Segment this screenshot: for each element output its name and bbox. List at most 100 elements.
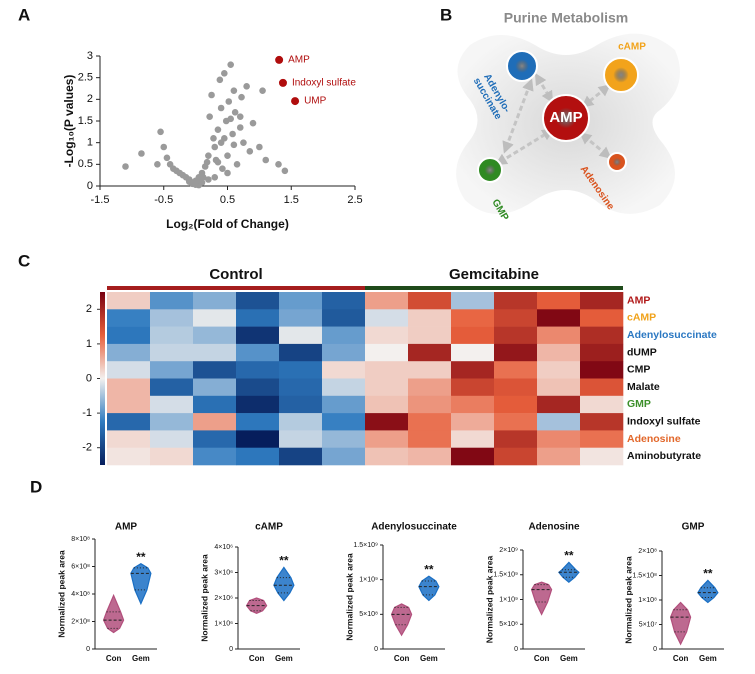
- heat-cell: [322, 343, 366, 362]
- group-bar: [365, 286, 623, 290]
- point: [231, 109, 239, 116]
- y-tick-label: 0: [653, 646, 657, 653]
- point: [236, 113, 244, 120]
- significance: **: [136, 550, 146, 564]
- heat-cell: [494, 430, 538, 448]
- heat-cell: [279, 343, 323, 362]
- point: [195, 174, 203, 181]
- heat-cell: [537, 292, 581, 310]
- y-tick-label: 1×10⁶: [214, 620, 233, 627]
- point: [246, 148, 254, 155]
- heat-cell: [580, 378, 624, 397]
- point: [211, 143, 219, 151]
- panel-label: A: [18, 5, 30, 24]
- heat-cell: [537, 361, 581, 379]
- heat-cell: [236, 395, 280, 414]
- heat-cell: [322, 326, 366, 345]
- heat-cell: [322, 395, 366, 414]
- heat-cell: [193, 395, 237, 414]
- point: [214, 158, 222, 166]
- heat-cell: [580, 326, 624, 345]
- y-tick-label: 0: [514, 646, 518, 653]
- y-tick-label: 2×10⁹: [499, 547, 518, 554]
- point: [122, 163, 129, 170]
- heat-cell: [322, 361, 366, 379]
- row-label: CMP: [627, 364, 650, 376]
- heat-cell: [193, 361, 237, 379]
- heat-cell: [150, 447, 194, 466]
- heat-cell: [494, 343, 538, 362]
- heat-cell: [494, 292, 538, 310]
- colorbar-label: 0: [86, 372, 92, 384]
- node: [542, 94, 590, 142]
- heat-cell: [107, 343, 151, 362]
- point: [230, 87, 238, 94]
- point: [240, 139, 247, 146]
- x-tick-label: 0.5: [220, 194, 235, 206]
- heat-cell: [193, 378, 237, 397]
- violin: [418, 575, 440, 602]
- heat-cell: [236, 326, 280, 345]
- heat-cell: [322, 309, 366, 327]
- heat-cell: [236, 292, 280, 310]
- x-tick-label: -0.5: [154, 194, 173, 206]
- heat-cell: [365, 309, 409, 327]
- heat-cell: [193, 326, 237, 345]
- y-tick-label: 4×10⁶: [214, 544, 233, 551]
- heat-cell: [107, 361, 151, 379]
- y-tick-label: 0: [87, 180, 93, 192]
- node: [607, 152, 627, 172]
- point: [224, 152, 231, 159]
- heat-cell: [451, 378, 495, 397]
- row-label: Aminobutyrate: [627, 450, 701, 462]
- group-label: Control: [209, 266, 262, 283]
- heat-cell: [107, 309, 151, 327]
- point: [138, 150, 145, 157]
- heat-cell: [580, 430, 624, 448]
- y-tick-label: 8×10⁸: [71, 536, 90, 543]
- heat-cell: [322, 447, 366, 466]
- heat-cell: [107, 292, 151, 310]
- point: [208, 91, 215, 99]
- point: [217, 104, 225, 112]
- group-label: Gemcitabine: [449, 266, 539, 283]
- y-tick-label: 2×10⁸: [71, 618, 90, 625]
- y-tick-label: 0.5: [78, 158, 93, 170]
- heat-cell: [537, 378, 581, 397]
- y-tick-label: 1.5×10⁹: [353, 542, 378, 549]
- colorbar: [100, 292, 105, 465]
- point: [278, 78, 287, 87]
- heat-cell: [150, 309, 194, 327]
- heat-cell: [236, 378, 280, 397]
- heat-cell: [451, 326, 495, 345]
- point: [275, 161, 282, 168]
- heat-cell: [537, 309, 581, 327]
- heat-cell: [451, 395, 495, 414]
- heat-cell: [365, 395, 409, 414]
- heat-cell: [193, 309, 237, 327]
- diagram-arrows: [494, 72, 612, 166]
- chart-title: cAMP: [255, 522, 283, 533]
- heat-cell: [408, 361, 452, 379]
- heat-cell: [193, 447, 237, 466]
- heat-cell: [236, 447, 280, 466]
- point: [198, 179, 206, 186]
- y-axis-title: Normalized peak area: [344, 553, 354, 641]
- y-tick-label: 5×10⁷: [639, 621, 658, 628]
- panel-label: B: [440, 5, 452, 24]
- y-tick-label: 5×10⁸: [359, 611, 378, 618]
- significance: **: [564, 549, 574, 563]
- y-tick-label: 6×10⁸: [71, 563, 90, 570]
- heat-cell: [236, 343, 280, 362]
- point: [205, 176, 212, 183]
- colorbar-label: 1: [86, 338, 92, 350]
- node: [603, 57, 639, 93]
- point-label: AMP: [288, 55, 310, 66]
- heat-cell: [322, 378, 366, 397]
- heat-cell: [451, 292, 495, 310]
- point: [281, 167, 289, 175]
- point: [259, 87, 266, 94]
- heat-cell: [279, 413, 323, 431]
- violin: [669, 601, 692, 646]
